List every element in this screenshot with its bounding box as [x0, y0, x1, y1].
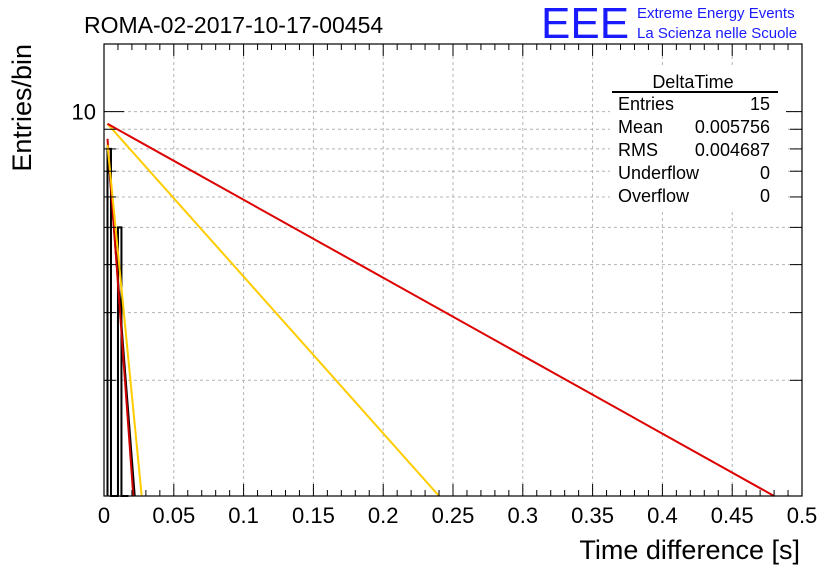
x-tick-label: 0.1: [228, 503, 259, 528]
fit-lines: [106, 122, 775, 497]
x-axis-label: Time difference [s]: [579, 535, 800, 565]
x-tick-label: 0.25: [432, 503, 475, 528]
y-axis-label: Entries/bin: [7, 44, 37, 172]
eee-logo: EEE Extreme Energy Events La Scienza nel…: [541, 0, 797, 48]
series-line-4: [106, 123, 440, 497]
x-tick-label: 0.3: [508, 503, 539, 528]
stats-row-value: 0.004687: [695, 140, 770, 160]
y-tick-label: 10: [72, 100, 96, 125]
stats-box-title: DeltaTime: [652, 72, 733, 92]
x-tick-labels: 0 0.05 0.1 0.15 0.2 0.25 0.3 0.35 0.4 0.45 0.5: [98, 503, 817, 528]
eee-logo-mark: EEE: [541, 0, 629, 48]
stats-row-value: 0: [760, 163, 770, 183]
x-tick-label: 0.05: [152, 503, 195, 528]
stats-box: DeltaTime Entries 15 Mean 0.005756 RMS 0.0046…: [610, 68, 786, 210]
stats-row-label: Overflow: [618, 186, 690, 206]
stats-row-value: 0: [760, 186, 770, 206]
series-line-5: [107, 122, 775, 497]
stats-row-label: Underflow: [618, 163, 700, 183]
logo-line-1: Extreme Energy Events: [637, 5, 795, 22]
x-tick-label: 0.35: [571, 503, 614, 528]
stats-row-value: 15: [750, 94, 770, 114]
stats-row-label: RMS: [618, 140, 658, 160]
stats-row-value: 0.005756: [695, 117, 770, 137]
x-tick-label: 0.2: [368, 503, 399, 528]
series-line-3: [106, 144, 143, 497]
grid: [104, 44, 802, 496]
chart-title: ROMA-02-2017-10-17-00454: [84, 12, 383, 38]
y-tick-labels: 10: [72, 100, 96, 125]
x-tick-label: 0: [98, 503, 110, 528]
stats-row-label: Entries: [618, 94, 674, 114]
x-tick-label: 0.45: [711, 503, 754, 528]
x-tick-label: 0.15: [292, 503, 335, 528]
stats-row-label: Mean: [618, 117, 663, 137]
x-tick-label: 0.5: [787, 503, 818, 528]
logo-line-2: La Scienza nelle Scuole: [637, 25, 797, 42]
stats-rows: Entries 15 Mean 0.005756 RMS 0.004687 Underflo…: [618, 94, 770, 206]
x-tick-label: 0.4: [647, 503, 678, 528]
axis-ticks: [103, 44, 803, 496]
